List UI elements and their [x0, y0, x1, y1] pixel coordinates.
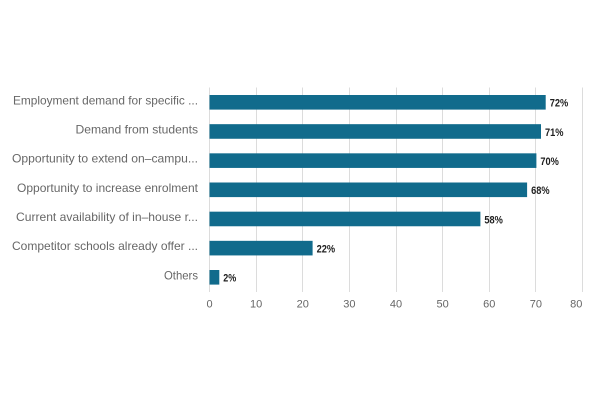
svg-text:40: 40: [390, 299, 402, 311]
svg-text:20: 20: [297, 299, 309, 311]
svg-text:70%: 70%: [540, 156, 559, 168]
svg-text:Demand from students: Demand from students: [76, 122, 199, 136]
svg-text:Current availability of in–hou: Current availability of in–house r...: [16, 210, 198, 224]
svg-text:0: 0: [206, 299, 212, 311]
svg-text:50: 50: [436, 299, 448, 311]
svg-text:Opportunity to extend on–campu: Opportunity to extend on–campu...: [12, 152, 198, 166]
svg-text:60: 60: [483, 299, 495, 311]
svg-text:58%: 58%: [484, 214, 503, 226]
svg-text:Employment demand for specific: Employment demand for specific ...: [13, 93, 198, 107]
svg-text:72%: 72%: [550, 98, 569, 110]
svg-text:2%: 2%: [223, 273, 236, 285]
svg-text:10: 10: [250, 299, 262, 311]
svg-text:Opportunity to increase enrolm: Opportunity to increase enrolment: [17, 181, 199, 195]
svg-text:71%: 71%: [545, 127, 564, 139]
svg-text:Competitor schools already off: Competitor schools already offer ...: [12, 239, 198, 253]
svg-text:80: 80: [570, 299, 582, 311]
svg-text:22%: 22%: [317, 244, 336, 256]
svg-text:Others: Others: [164, 268, 198, 282]
svg-text:70: 70: [530, 299, 542, 311]
svg-text:30: 30: [343, 299, 355, 311]
svg-text:68%: 68%: [531, 185, 550, 197]
